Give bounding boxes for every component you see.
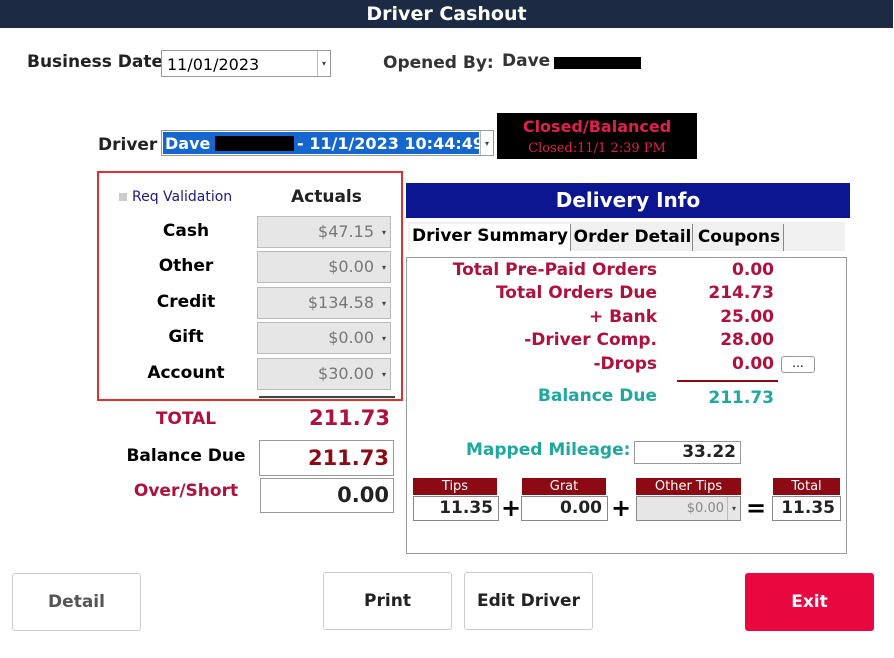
driver-label: Driver — [98, 135, 158, 155]
tab[interactable]: Driver Summary — [410, 224, 571, 251]
summary-label: Total Pre-Paid Orders — [452, 260, 657, 280]
actuals-frame — [97, 171, 403, 401]
summary-label: Total Orders Due — [495, 283, 657, 303]
summary-value: 25.00 — [720, 307, 774, 327]
actual-value: $134.58 — [307, 293, 374, 312]
mapped-mileage-label: Mapped Mileage: — [466, 440, 631, 460]
summary-label: + Bank — [589, 307, 657, 327]
status-detail: Closed:11/1 2:39 PM — [528, 141, 666, 156]
other-tips-value[interactable]: $0.00 ▾ — [636, 496, 741, 521]
over-short-value: 0.00 — [337, 483, 389, 507]
dropdown-arrow[interactable]: ▾ — [381, 298, 386, 308]
other-tips-header: Other Tips — [636, 478, 741, 495]
edit-driver-button[interactable]: Edit Driver — [464, 572, 593, 630]
exit-button[interactable]: Exit — [745, 573, 874, 631]
driver-select[interactable]: Dave W - 11/1/2023 10:44:49 ▾ — [161, 130, 494, 156]
title-bar: Driver Cashout — [0, 0, 893, 28]
operator: + — [501, 494, 522, 522]
total-label: TOTAL — [155, 409, 217, 429]
over-short-box: 0.00 — [260, 478, 394, 513]
status-title: Closed/Balanced — [522, 117, 672, 136]
dropdown-arrow[interactable]: ▾ — [381, 227, 386, 237]
delivery-balance-due-value: 211.73 — [708, 388, 774, 408]
delivery-balance-due-label: Balance Due — [537, 386, 657, 406]
business-date-input[interactable]: 11/01/2023 ▾ — [161, 50, 331, 77]
status-box: Closed/Balanced Closed:11/1 2:39 PM — [497, 113, 697, 159]
actual-value: $0.00 — [328, 328, 374, 347]
opened-by-value: Dave — [502, 51, 551, 71]
actuals-header: Actuals — [291, 187, 362, 207]
summary-value: 0.00 — [732, 354, 774, 374]
req-validation-checkbox[interactable] — [119, 193, 127, 201]
actual-label: Account — [147, 363, 225, 383]
summary-label: -Drops — [593, 354, 657, 374]
summary-value: 28.00 — [720, 330, 774, 350]
delivery-info-header: Delivery Info — [406, 183, 850, 218]
total-value: 211.73 — [308, 406, 390, 430]
summary-panel — [406, 257, 847, 554]
balance-due-value: 211.73 — [307, 446, 389, 470]
driver-selection: Dave W - 11/1/2023 10:44:49 — [163, 132, 479, 154]
tab[interactable]: Coupons — [695, 224, 784, 251]
dropdown-arrow[interactable]: ▾ — [381, 262, 386, 272]
summary-value: 0.00 — [732, 260, 774, 280]
redaction — [215, 136, 294, 151]
actual-input[interactable]: $0.00 ▾ — [257, 251, 391, 283]
dropdown-arrow[interactable]: ▾ — [381, 369, 386, 379]
redaction — [554, 57, 641, 69]
actual-label: Gift — [168, 327, 204, 347]
actual-input[interactable]: $0.00 ▾ — [257, 322, 391, 354]
other-tips-text: $0.00 — [686, 501, 724, 516]
req-validation-label: Req Validation — [132, 189, 233, 205]
dropdown-arrow[interactable]: ▾ — [381, 333, 386, 343]
drops-button[interactable]: ... — [781, 356, 815, 373]
grat-value: 0.00 — [521, 496, 608, 521]
balance-due-label: Balance Due — [126, 446, 246, 466]
tab[interactable]: Order Detail — [573, 224, 693, 251]
actual-label: Cash — [162, 221, 210, 241]
actual-value: $30.00 — [318, 364, 374, 383]
separator — [259, 396, 395, 398]
opened-by-label: Opened By: — [383, 53, 494, 73]
dropdown-arrow[interactable]: ▾ — [727, 497, 740, 520]
tips-value: 11.35 — [413, 496, 499, 521]
separator — [677, 380, 778, 382]
detail-button[interactable]: Detail — [12, 573, 141, 631]
grat-header: Grat — [522, 478, 606, 495]
summary-value: 214.73 — [708, 283, 774, 303]
operator: + — [611, 494, 632, 522]
business-date-value: 11/01/2023 — [167, 55, 260, 74]
total-tips-header: Total — [773, 478, 840, 495]
actual-label: Credit — [156, 292, 216, 312]
actual-value: $0.00 — [328, 257, 374, 276]
actual-value: $47.15 — [318, 222, 374, 241]
operator: = — [746, 494, 767, 522]
actual-input[interactable]: $134.58 ▾ — [257, 287, 391, 319]
dropdown-arrow[interactable]: ▾ — [480, 131, 493, 155]
tips-header: Tips — [413, 478, 497, 495]
actual-label: Other — [158, 256, 214, 276]
actual-input[interactable]: $47.15 ▾ — [257, 216, 391, 248]
over-short-label: Over/Short — [133, 481, 239, 501]
actual-input[interactable]: $30.00 ▾ — [257, 358, 391, 390]
balance-due-box: 211.73 — [259, 440, 394, 476]
print-button[interactable]: Print — [323, 572, 452, 630]
summary-label: -Driver Comp. — [524, 330, 657, 350]
business-date-label: Business Date — [27, 52, 164, 72]
dropdown-arrow[interactable]: ▾ — [317, 51, 330, 76]
total-tips-value: 11.35 — [772, 496, 841, 521]
driver-time: - 11/1/2023 10:44:49 — [297, 134, 479, 153]
mapped-mileage-value: 33.22 — [634, 441, 741, 464]
